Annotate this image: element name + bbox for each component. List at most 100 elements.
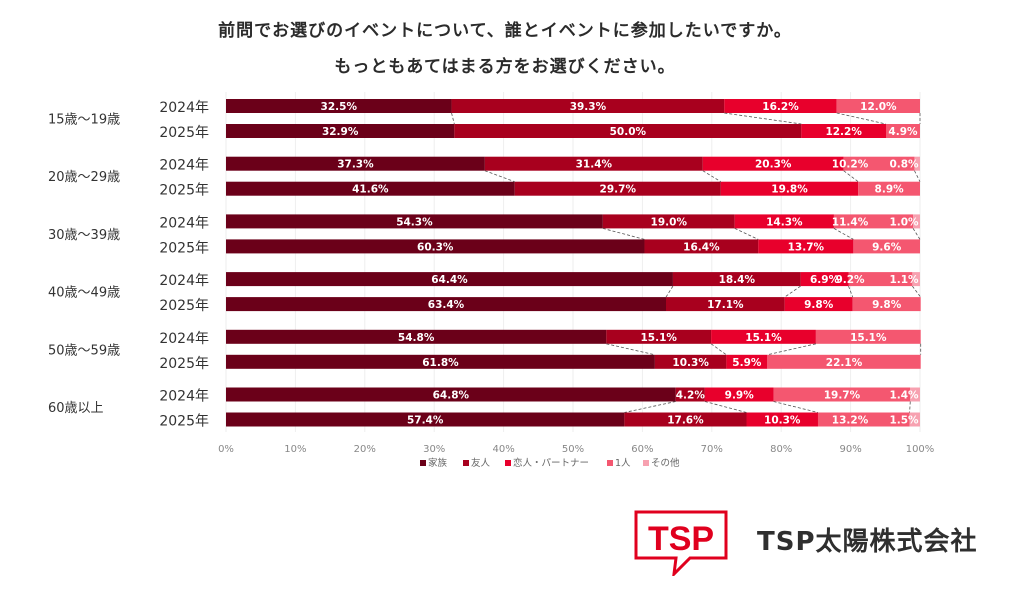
year-label: 2024年 — [159, 158, 209, 174]
bar-segment — [852, 297, 921, 312]
bar-segment — [606, 329, 712, 344]
data-label: 15.1% — [745, 332, 782, 344]
data-label: 16.2% — [762, 101, 799, 113]
age-group-label: 15歳〜19歳 — [48, 113, 120, 128]
data-label: 9.8% — [804, 299, 834, 311]
bar-segment — [711, 329, 816, 344]
data-label: 32.9% — [322, 126, 359, 138]
bar-segment — [226, 156, 485, 171]
data-label: 9.2% — [835, 274, 865, 286]
bar-segment — [767, 354, 921, 369]
x-tick-label: 70% — [701, 444, 723, 455]
bar-segment — [226, 99, 452, 113]
bar-segment — [514, 181, 721, 196]
data-label: 9.6% — [872, 241, 902, 253]
bar-segment — [758, 239, 854, 254]
legend-label: 1人 — [615, 458, 631, 469]
bar-segment — [724, 99, 837, 113]
connector-line — [912, 228, 921, 240]
year-label: 2024年 — [159, 389, 209, 405]
data-label: 1.1% — [889, 274, 919, 286]
bar-segment — [746, 412, 818, 427]
data-label: 20.3% — [755, 159, 792, 171]
x-tick-label: 80% — [770, 444, 792, 455]
data-label: 10.3% — [672, 357, 709, 369]
data-label: 32.5% — [321, 101, 358, 113]
age-group-label: 30歳〜39歳 — [48, 228, 120, 243]
connector-line — [833, 228, 854, 240]
x-tick-label: 30% — [423, 444, 445, 455]
data-label: 17.6% — [667, 415, 704, 427]
year-label: 2025年 — [159, 125, 209, 141]
data-label: 1.0% — [889, 216, 919, 228]
bar-segment — [815, 329, 921, 344]
connector-line — [606, 343, 655, 356]
bar-segment — [801, 124, 886, 138]
year-label: 2025年 — [159, 183, 209, 199]
tsp-logo: TSP — [634, 510, 728, 576]
data-label: 64.8% — [433, 390, 470, 402]
age-group-label: 20歳〜29歳 — [48, 170, 120, 185]
bar-segment — [909, 412, 920, 427]
connector-line — [843, 170, 859, 183]
bar-segment — [833, 214, 914, 229]
data-label: 64.4% — [431, 274, 468, 286]
bar-segment — [624, 412, 747, 427]
chart-title-line2: もっともあてはまる方をお選びください。 — [334, 57, 676, 77]
legend-label: 恋人・パートナー — [513, 457, 589, 469]
x-tick-label: 50% — [562, 444, 584, 455]
year-label: 2025年 — [159, 414, 209, 430]
connector-line — [848, 285, 854, 298]
connector-line — [451, 112, 455, 125]
connector-line — [602, 228, 645, 240]
bar-segment — [226, 354, 655, 369]
tsp-logo-text: TSP — [648, 520, 714, 558]
connector-line — [702, 170, 722, 183]
chart-title-line1: 前問でお選びのイベントについて、誰とイベントに参加したいですか。 — [218, 21, 792, 41]
data-label: 61.8% — [422, 357, 459, 369]
data-label: 1.4% — [889, 390, 919, 402]
data-label: 60.3% — [417, 241, 454, 253]
data-label: 37.3% — [337, 159, 374, 171]
bar-segment — [454, 124, 802, 138]
bar-segment — [836, 99, 920, 113]
bar-segment — [665, 297, 785, 312]
legend-swatch — [505, 460, 511, 466]
data-label: 13.7% — [788, 241, 825, 253]
bar-segment — [226, 214, 603, 229]
bar-segment — [858, 181, 920, 196]
company-name: TSP太陽株式会社 — [757, 527, 978, 557]
data-label: 10.2% — [832, 159, 869, 171]
bar-segment — [914, 156, 920, 171]
year-label: 2025年 — [159, 240, 209, 256]
bar-segment — [226, 181, 515, 196]
data-label: 54.8% — [398, 332, 435, 344]
bar-segment — [910, 387, 920, 402]
bar-segment — [734, 214, 834, 229]
connector-line — [484, 170, 515, 183]
bar-segment — [853, 239, 920, 254]
connector-line — [909, 401, 911, 413]
x-tick-label: 10% — [284, 444, 306, 455]
legend-label: 家族 — [428, 457, 448, 469]
year-label: 2025年 — [159, 356, 209, 372]
data-label: 29.7% — [600, 184, 637, 196]
connector-line — [836, 112, 887, 125]
data-label: 17.1% — [707, 299, 744, 311]
bar-segment — [702, 156, 844, 171]
bar-segment — [912, 272, 920, 287]
legend-label: その他 — [651, 457, 680, 469]
data-label: 15.1% — [640, 332, 677, 344]
bar-segment — [226, 387, 676, 402]
bar-segment — [672, 272, 801, 287]
data-label: 18.4% — [719, 274, 756, 286]
data-label: 5.9% — [732, 357, 762, 369]
data-label: 0.8% — [889, 159, 919, 171]
data-label: 54.3% — [396, 216, 433, 228]
connector-line — [624, 401, 676, 413]
connector-line — [773, 401, 819, 413]
data-label: 9.8% — [872, 299, 902, 311]
bar-segment — [654, 354, 727, 369]
data-label: 39.3% — [570, 101, 607, 113]
legend-swatch — [643, 460, 649, 466]
